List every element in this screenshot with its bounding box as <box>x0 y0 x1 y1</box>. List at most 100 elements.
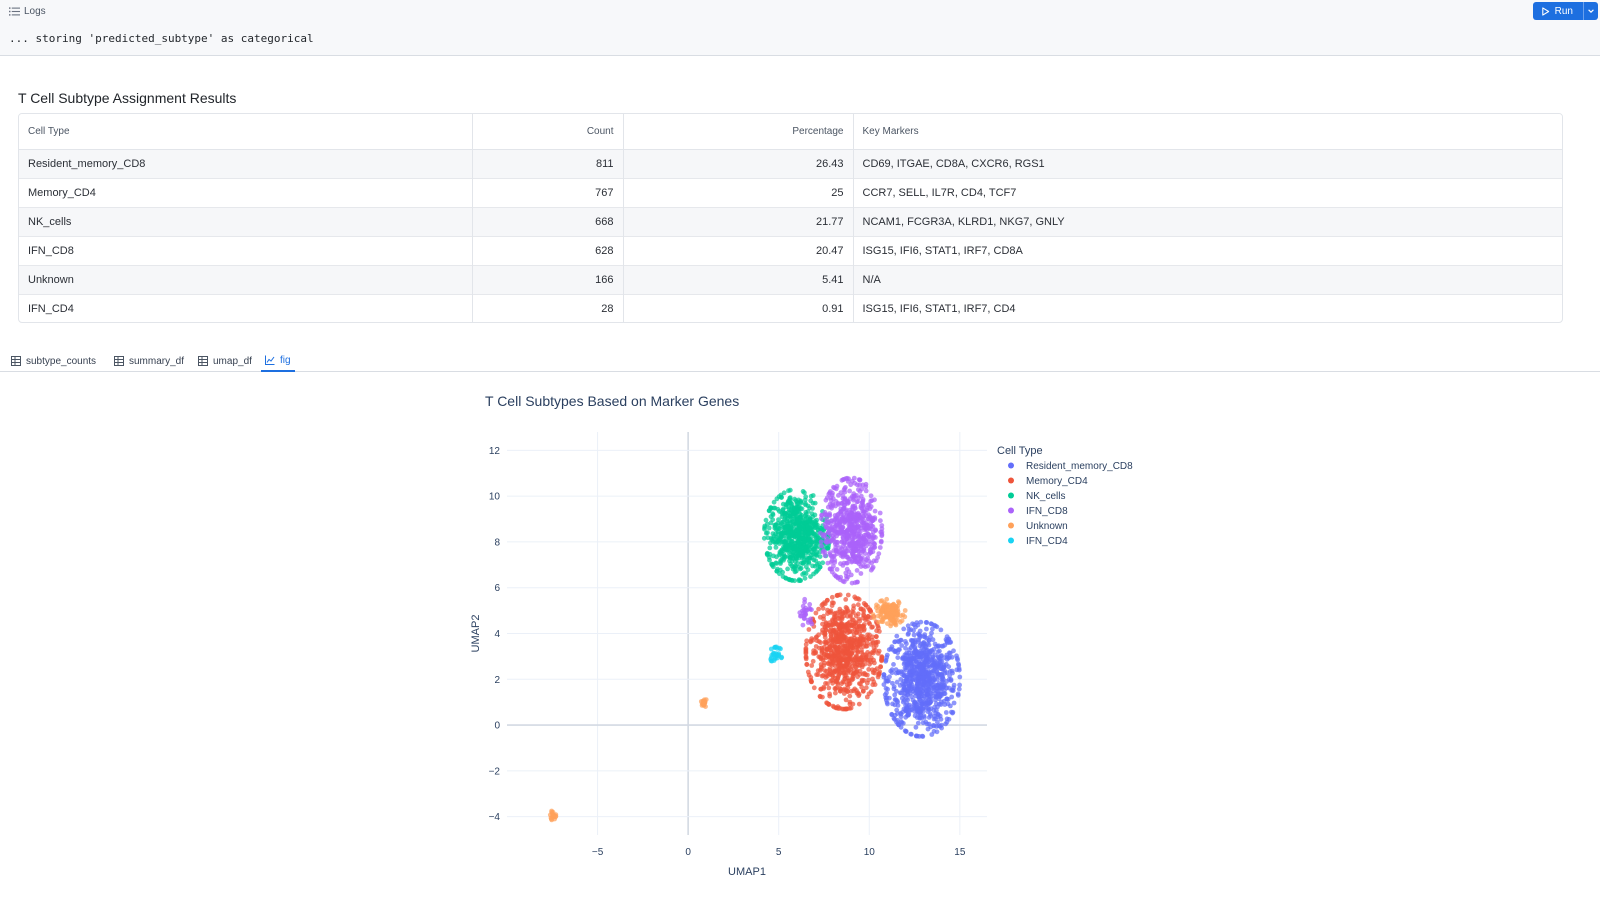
data-point <box>835 500 841 506</box>
data-point <box>891 662 896 667</box>
data-point <box>850 673 856 679</box>
series-IFN_CD8 <box>797 475 885 628</box>
legend-item[interactable]: Unknown <box>1008 521 1068 532</box>
data-point <box>840 525 846 530</box>
data-point <box>865 658 870 663</box>
data-point <box>849 542 855 548</box>
data-point <box>863 557 869 563</box>
data-point <box>956 667 962 673</box>
legend-item[interactable]: IFN_CD4 <box>1008 536 1068 547</box>
data-point <box>937 701 942 707</box>
cell-type: IFN_CD4 <box>19 293 472 322</box>
data-point <box>916 651 922 656</box>
data-point <box>863 685 869 691</box>
umap-scatter-plot[interactable]: T Cell Subtypes Based on Marker Genes −5… <box>0 373 1600 906</box>
data-point <box>854 648 860 653</box>
data-point <box>915 631 921 637</box>
data-point <box>884 596 890 602</box>
data-point <box>955 657 960 663</box>
column-header-count[interactable]: Count <box>471 114 623 150</box>
data-point <box>879 523 885 528</box>
data-point <box>844 566 850 572</box>
data-point <box>798 613 803 619</box>
data-point <box>830 496 836 502</box>
data-point <box>860 615 866 621</box>
data-point <box>870 540 876 545</box>
data-point <box>833 629 839 635</box>
tab-fig[interactable]: fig <box>261 350 295 372</box>
data-point <box>882 692 888 698</box>
data-point <box>943 721 948 727</box>
data-point <box>776 652 782 658</box>
data-point <box>875 623 881 629</box>
list-icon <box>9 7 20 16</box>
data-point <box>900 656 905 661</box>
data-point <box>823 681 828 686</box>
x-tick-label: 10 <box>864 847 876 858</box>
data-point <box>799 560 804 566</box>
cell-percentage: 0.91 <box>622 293 853 322</box>
data-point <box>799 535 805 541</box>
cell-type: Memory_CD4 <box>19 177 472 207</box>
data-point <box>768 520 774 526</box>
column-header-cell-type[interactable]: Cell Type <box>19 114 472 150</box>
data-point <box>804 638 810 644</box>
data-point <box>813 610 819 616</box>
data-point <box>950 688 956 694</box>
data-point <box>892 639 897 645</box>
data-point <box>879 654 885 660</box>
run-options-dropdown[interactable] <box>1583 2 1598 20</box>
data-point <box>833 573 839 579</box>
data-point <box>916 694 922 700</box>
data-point <box>810 493 816 498</box>
cell-key-markers: ISG15, IFI6, STAT1, IRF7, CD8A <box>852 235 1562 265</box>
data-point <box>778 646 783 652</box>
output-tabs: subtype_counts summary_df umap_df fig <box>0 350 1600 372</box>
run-button[interactable]: Run <box>1532 2 1583 20</box>
data-point <box>779 530 785 536</box>
data-point <box>802 599 807 605</box>
data-point <box>918 619 924 625</box>
data-point <box>803 564 809 570</box>
data-point <box>785 566 790 572</box>
data-point <box>857 618 863 624</box>
data-point <box>812 539 818 545</box>
data-point <box>879 610 885 616</box>
data-point <box>795 547 800 553</box>
data-point <box>815 672 821 677</box>
logs-header[interactable]: Logs <box>9 6 46 17</box>
data-point <box>864 680 870 686</box>
data-point <box>838 530 844 535</box>
chevron-down-icon <box>1588 9 1594 13</box>
legend-item[interactable]: Memory_CD4 <box>1008 476 1088 487</box>
legend-item[interactable]: Resident_memory_CD8 <box>1008 461 1133 472</box>
data-point <box>827 550 833 555</box>
legend-label: Unknown <box>1026 521 1068 532</box>
data-point <box>903 645 908 651</box>
data-point <box>875 555 880 560</box>
data-point <box>861 546 867 552</box>
data-point <box>914 687 919 693</box>
tab-subtype-counts[interactable]: subtype_counts <box>7 350 100 372</box>
data-point <box>823 497 829 503</box>
data-point <box>911 649 917 655</box>
data-point <box>891 684 897 689</box>
data-point <box>839 648 844 654</box>
data-point <box>826 701 832 707</box>
data-point <box>942 642 948 648</box>
legend-item[interactable]: NK_cells <box>1008 491 1065 502</box>
data-point <box>835 668 841 674</box>
column-header-percentage[interactable]: Percentage <box>622 114 853 150</box>
data-point <box>827 693 833 699</box>
data-point <box>946 664 952 670</box>
results-title: T Cell Subtype Assignment Results <box>18 90 237 106</box>
data-point <box>915 720 921 726</box>
column-header-key-markers[interactable]: Key Markers <box>852 114 1562 150</box>
tab-umap-df[interactable]: umap_df <box>194 350 256 372</box>
tab-summary-df[interactable]: summary_df <box>110 350 188 372</box>
legend-item[interactable]: IFN_CD8 <box>1008 506 1068 517</box>
data-point <box>870 524 876 529</box>
cell-count: 811 <box>471 149 623 178</box>
data-point <box>923 657 929 662</box>
cell-count: 166 <box>471 264 623 294</box>
